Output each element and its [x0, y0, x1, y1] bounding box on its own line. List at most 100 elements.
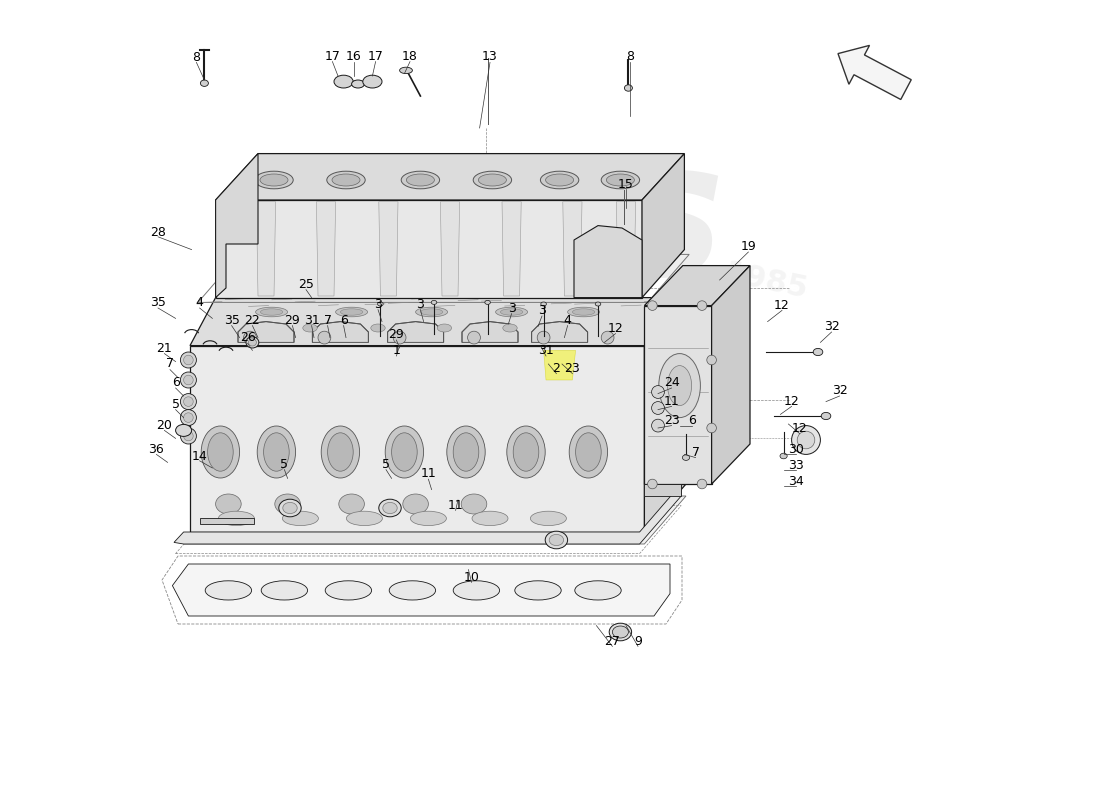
Polygon shape — [712, 266, 750, 484]
Text: 10: 10 — [464, 571, 480, 584]
Text: 5: 5 — [280, 458, 288, 470]
Polygon shape — [616, 202, 636, 296]
Circle shape — [697, 301, 707, 310]
Text: 15: 15 — [618, 178, 634, 190]
Ellipse shape — [302, 324, 317, 332]
Text: 30: 30 — [789, 443, 804, 456]
Circle shape — [651, 386, 664, 398]
Ellipse shape — [546, 174, 573, 186]
Ellipse shape — [321, 426, 360, 478]
Ellipse shape — [339, 494, 364, 514]
Ellipse shape — [682, 454, 690, 461]
Text: 16: 16 — [346, 50, 362, 62]
Text: 6: 6 — [340, 314, 348, 326]
Text: 3: 3 — [538, 304, 546, 317]
Text: 3: 3 — [374, 298, 382, 310]
Ellipse shape — [416, 307, 448, 317]
Ellipse shape — [485, 300, 491, 304]
Ellipse shape — [326, 581, 372, 600]
Text: 22: 22 — [244, 314, 261, 326]
Circle shape — [180, 428, 197, 444]
Text: 11: 11 — [420, 467, 437, 480]
Circle shape — [602, 331, 614, 344]
Text: 27: 27 — [605, 635, 620, 648]
Ellipse shape — [346, 511, 383, 526]
Ellipse shape — [275, 494, 300, 514]
Ellipse shape — [219, 511, 254, 526]
Text: 32: 32 — [832, 384, 847, 397]
Text: 6: 6 — [172, 376, 179, 389]
Ellipse shape — [340, 309, 363, 315]
Ellipse shape — [264, 433, 289, 471]
Polygon shape — [440, 202, 460, 296]
Text: 29: 29 — [388, 328, 405, 341]
Ellipse shape — [461, 494, 487, 514]
Ellipse shape — [216, 494, 241, 514]
Text: 12: 12 — [783, 395, 800, 408]
Ellipse shape — [500, 309, 522, 315]
Ellipse shape — [668, 366, 692, 406]
Text: 11: 11 — [663, 395, 680, 408]
Polygon shape — [184, 496, 686, 544]
Ellipse shape — [540, 171, 579, 189]
Text: 28: 28 — [150, 226, 166, 238]
Circle shape — [648, 479, 657, 489]
Text: 8: 8 — [626, 50, 634, 62]
Ellipse shape — [659, 354, 701, 418]
Text: 23: 23 — [663, 414, 680, 426]
Ellipse shape — [255, 171, 294, 189]
Circle shape — [697, 479, 707, 489]
Ellipse shape — [283, 502, 297, 514]
Ellipse shape — [403, 494, 428, 514]
FancyArrow shape — [838, 46, 911, 99]
Polygon shape — [190, 298, 686, 346]
Ellipse shape — [568, 307, 600, 317]
Ellipse shape — [371, 324, 385, 332]
Text: 31: 31 — [538, 344, 554, 357]
Ellipse shape — [278, 499, 301, 517]
Ellipse shape — [575, 581, 622, 600]
Text: 25: 25 — [298, 278, 314, 290]
Ellipse shape — [201, 426, 240, 478]
Circle shape — [707, 423, 716, 433]
Ellipse shape — [261, 581, 308, 600]
Text: 7: 7 — [323, 314, 331, 326]
Ellipse shape — [572, 309, 595, 315]
Ellipse shape — [249, 339, 256, 346]
Text: 17: 17 — [367, 50, 384, 62]
Ellipse shape — [206, 581, 252, 600]
Ellipse shape — [546, 531, 568, 549]
Ellipse shape — [208, 433, 233, 471]
Ellipse shape — [473, 171, 512, 189]
Text: a passion for parts: a passion for parts — [326, 470, 534, 490]
Ellipse shape — [453, 581, 499, 600]
Text: 5: 5 — [382, 458, 390, 470]
Ellipse shape — [389, 581, 436, 600]
Polygon shape — [216, 154, 684, 200]
Circle shape — [798, 431, 815, 449]
Circle shape — [243, 331, 256, 344]
Circle shape — [468, 331, 481, 344]
Polygon shape — [199, 518, 254, 524]
Text: 26: 26 — [240, 331, 255, 344]
Ellipse shape — [385, 426, 424, 478]
Text: 29: 29 — [285, 314, 300, 326]
Ellipse shape — [613, 626, 628, 638]
Ellipse shape — [447, 426, 485, 478]
Ellipse shape — [246, 337, 258, 348]
Polygon shape — [190, 346, 645, 532]
Ellipse shape — [478, 174, 506, 186]
Ellipse shape — [352, 80, 364, 88]
Polygon shape — [645, 266, 750, 306]
Polygon shape — [173, 564, 670, 616]
Ellipse shape — [332, 174, 360, 186]
Ellipse shape — [260, 174, 288, 186]
Polygon shape — [645, 298, 686, 532]
Circle shape — [707, 355, 716, 365]
Ellipse shape — [453, 433, 478, 471]
Text: 24: 24 — [663, 376, 680, 389]
Ellipse shape — [334, 75, 353, 88]
Text: 34: 34 — [789, 475, 804, 488]
Polygon shape — [317, 202, 336, 296]
Text: 35: 35 — [150, 296, 166, 309]
